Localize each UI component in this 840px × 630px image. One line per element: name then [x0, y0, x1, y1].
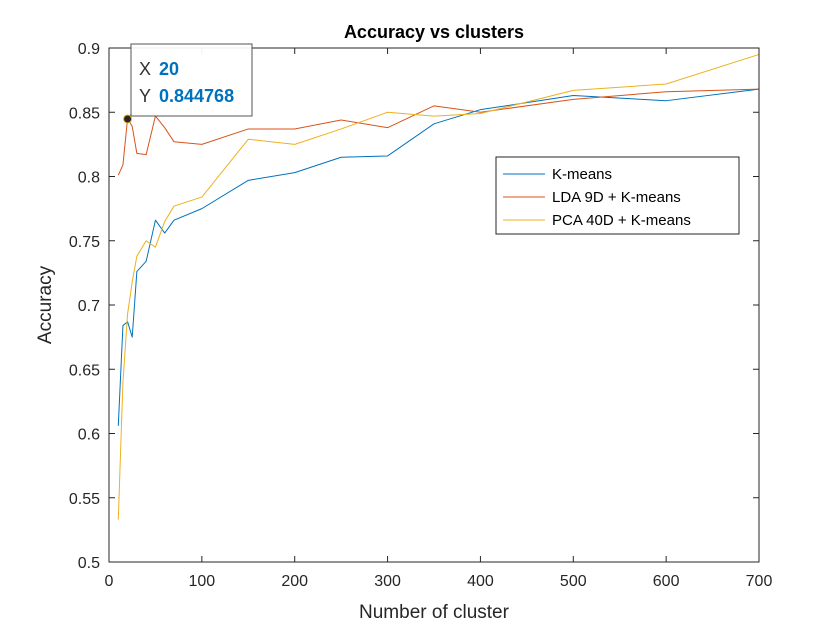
- legend-label-pca: PCA 40D + K-means: [552, 212, 691, 229]
- y-tick-label-4: 0.7: [78, 298, 100, 315]
- y-tick-label-8: 0.9: [78, 41, 100, 58]
- legend-label-lda: LDA 9D + K-means: [552, 189, 681, 206]
- series-layer: [117, 53, 760, 520]
- x-tick-label-2: 200: [281, 573, 308, 590]
- chart-title: Accuracy vs clusters: [344, 22, 524, 42]
- series-line-pca[interactable]: [117, 53, 760, 520]
- plot-area: [109, 48, 759, 562]
- x-tick-label-0: 0: [105, 573, 114, 590]
- y-tick-label-1: 0.55: [69, 491, 100, 508]
- datatip-box: [130, 43, 253, 117]
- x-tick-label-7: 700: [746, 573, 773, 590]
- datatip-y-key: Y: [139, 86, 151, 106]
- y-tick-label-0: 0.5: [78, 555, 100, 572]
- y-tick-label-6: 0.8: [78, 170, 100, 187]
- legend[interactable]: K-means LDA 9D + K-means PCA 40D + K-mea…: [495, 156, 740, 235]
- legend-label-kmeans: K-means: [552, 166, 612, 183]
- y-axis-label: Accuracy: [35, 265, 56, 344]
- x-tick-label-6: 600: [653, 573, 680, 590]
- datatip[interactable]: X 20 Y 0.844768: [123, 43, 253, 124]
- series-line-kmeans[interactable]: [117, 88, 760, 426]
- legend-box: [495, 156, 740, 235]
- datatip-marker[interactable]: [123, 114, 133, 124]
- x-tick-label-5: 500: [560, 573, 587, 590]
- y-tick-label-7: 0.85: [69, 105, 100, 122]
- x-axis-label: Number of cluster: [359, 602, 510, 623]
- y-tick-label-2: 0.6: [78, 427, 100, 444]
- y-axis: 0.5 0.55 0.6 0.65 0.7 0.75 0.8 0.85 0.9: [69, 41, 759, 572]
- x-tick-label-4: 400: [467, 573, 494, 590]
- series-line-lda[interactable]: [117, 88, 760, 176]
- x-tick-label-1: 100: [189, 573, 216, 590]
- datatip-x-value: 20: [159, 59, 179, 79]
- y-tick-label-5: 0.75: [69, 234, 100, 251]
- x-axis: 0 100 200 300 400 500 600 700: [105, 48, 773, 590]
- x-tick-label-3: 300: [374, 573, 401, 590]
- datatip-y-value: 0.844768: [159, 86, 234, 106]
- y-tick-label-3: 0.65: [69, 362, 100, 379]
- datatip-x-key: X: [139, 59, 151, 79]
